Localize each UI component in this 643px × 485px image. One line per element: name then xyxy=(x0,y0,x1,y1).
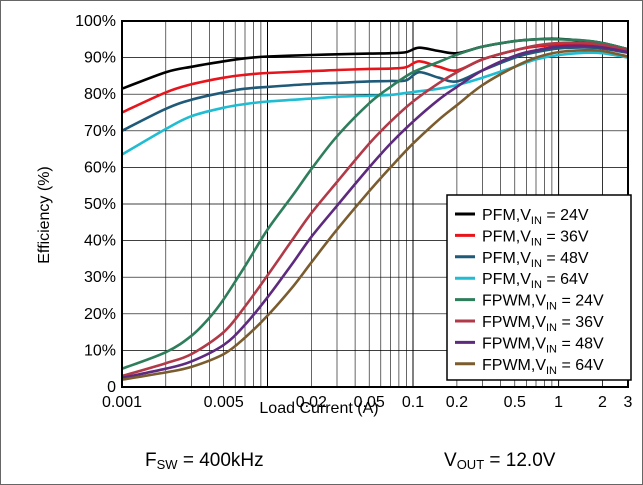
x-tick-label: 0.001 xyxy=(102,394,142,411)
legend-entry-label: FPWM,VIN = 36V xyxy=(482,314,604,334)
y-tick-label: 40% xyxy=(84,233,116,250)
x-tick-label: 0.005 xyxy=(204,394,244,411)
x-tick-label: 2 xyxy=(598,394,607,411)
y-tick-label: 20% xyxy=(84,306,116,323)
legend-box xyxy=(446,194,632,381)
x-tick-label: 0.02 xyxy=(296,394,327,411)
output-voltage-label: VOUT = 12.0V xyxy=(444,450,556,472)
series-curves xyxy=(121,37,629,381)
y-tick-label: 10% xyxy=(84,342,116,359)
legend-entry-label: PFM,VIN = 64V xyxy=(482,271,589,291)
y-tick-label: 100% xyxy=(75,13,116,30)
series-line-pfm-36v xyxy=(121,43,629,114)
legend-entry-label: FPWM,VIN = 24V xyxy=(482,293,604,313)
x-tick-label: 0.5 xyxy=(504,394,526,411)
x-tick-label: 0.1 xyxy=(402,394,424,411)
series-line-fpwm-48v xyxy=(121,44,629,380)
series-line-fpwm-24v xyxy=(121,37,629,370)
y-tick-label: 70% xyxy=(84,123,116,140)
x-tick-label: 1 xyxy=(554,394,563,411)
y-axis-label: Efficiency (%) xyxy=(36,166,53,264)
y-tick-label: 50% xyxy=(84,196,116,213)
y-axis-ticks: 0 10% 20% 30% 40% 50% 60% 70% 80% 90% 100% xyxy=(75,13,116,396)
legend-entry-label: FPWM,VIN = 64V xyxy=(482,357,604,377)
x-tick-label: 0.05 xyxy=(354,394,385,411)
x-axis-label: Load Current (A) xyxy=(259,400,378,417)
switching-frequency-label: FSW = 400kHz xyxy=(145,450,264,472)
series-line-fpwm-36v xyxy=(121,41,629,378)
x-axis-ticks: 0.001 0.005 0.02 0.05 0.1 0.2 0.5 1 2 3 xyxy=(102,394,633,411)
legend-entry-label: FPWM,VIN = 48V xyxy=(482,335,604,355)
series-line-pfm-48v xyxy=(121,46,629,132)
legend-entry-label: PFM,VIN = 36V xyxy=(482,228,589,248)
y-tick-label: 30% xyxy=(84,269,116,286)
y-tick-label: 80% xyxy=(84,86,116,103)
y-tick-label: 60% xyxy=(84,159,116,176)
series-line-pfm-64v xyxy=(121,51,629,156)
x-tick-label: 3 xyxy=(624,394,633,411)
legend-entry-label: PFM,VIN = 48V xyxy=(482,250,589,270)
x-tick-label: 0.2 xyxy=(446,394,468,411)
y-tick-label: 0 xyxy=(107,379,116,396)
legend-entry-label: PFM,VIN = 24V xyxy=(482,207,589,227)
y-tick-label: 90% xyxy=(84,50,116,67)
series-line-fpwm-64v xyxy=(121,48,629,381)
